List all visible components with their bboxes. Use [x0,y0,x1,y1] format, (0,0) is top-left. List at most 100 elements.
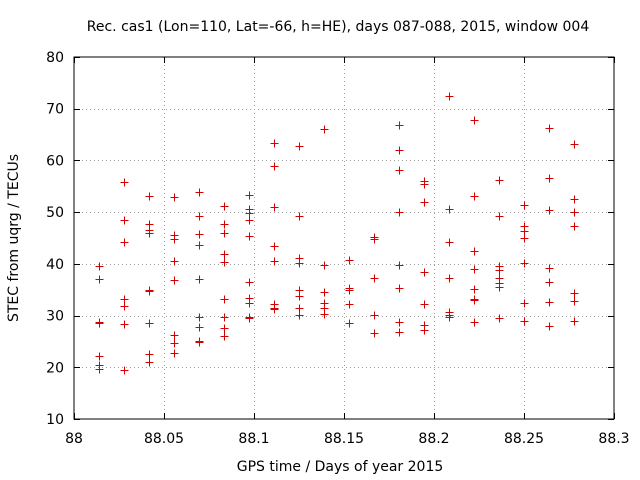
y-tick-label: 40 [46,257,64,273]
data-point [320,288,329,297]
x-tick-label: 88.25 [504,431,544,447]
data-point [545,298,554,307]
data-point [145,358,154,367]
data-point [220,220,229,229]
data-point [495,283,504,292]
data-point [520,259,529,268]
data-point [245,278,254,287]
data-point [420,326,429,335]
data-point [320,125,329,134]
data-point [270,257,279,266]
data-point [195,313,204,322]
data-point [520,299,529,308]
data-point [395,328,404,337]
data-point [170,276,179,285]
data-point [470,318,479,327]
data-point [245,209,254,218]
data-point [570,195,579,204]
data-point [545,124,554,133]
data-point [420,180,429,189]
data-point [195,241,204,250]
data-point [120,295,129,304]
data-point [495,176,504,185]
data-point [270,242,279,251]
data-point [170,331,179,340]
data-point [370,274,379,283]
data-point [545,264,554,273]
data-point [545,322,554,331]
data-point [520,234,529,243]
data-point [195,275,204,284]
data-point [120,320,129,329]
data-point [95,275,104,284]
x-tick-label: 88.15 [324,431,364,447]
data-point [320,310,329,319]
data-point [370,311,379,320]
data-point [570,140,579,149]
data-point [570,317,579,326]
data-point [395,121,404,130]
data-point [270,139,279,148]
y-tick-label: 50 [46,205,64,221]
data-point [95,262,104,271]
data-point [570,208,579,217]
data-point [270,162,279,171]
x-tick-label: 88.2 [418,431,449,447]
data-point [170,257,179,266]
data-point [520,227,529,236]
x-tick-labels: 88 88.05 88.1 88.15 88.2 88.25 88.3 [65,431,630,447]
data-point [120,366,129,375]
data-point [470,116,479,125]
data-point [495,266,504,275]
data-point [220,258,229,267]
data-point [145,319,154,328]
plot-frame [73,56,615,420]
data-point [120,302,129,311]
data-point [245,232,254,241]
data-point [370,329,379,338]
x-tick-label: 88.1 [238,431,269,447]
data-point [145,287,154,296]
data-point [145,192,154,201]
data-point [195,338,204,347]
data-point [295,311,304,320]
data-point [545,206,554,215]
data-point [95,365,104,374]
y-tick-label: 10 [46,412,64,428]
data-point [170,349,179,358]
y-tick-label: 70 [46,102,64,118]
data-point [245,299,254,308]
x-tick-label: 88 [65,431,83,447]
data-point [420,268,429,277]
data-point [345,256,354,265]
data-point [320,261,329,270]
y-tick-label: 20 [46,360,64,376]
data-point [495,314,504,323]
data-point [495,212,504,221]
data-point [470,285,479,294]
data-point [220,313,229,322]
data-point [545,174,554,183]
data-point [420,198,429,207]
data-point [370,235,379,244]
data-point [570,297,579,306]
data-point [120,216,129,225]
chart-title: Rec. cas1 (Lon=110, Lat=-66, h=HE), days… [87,19,590,35]
y-axis-label: STEC from uqrg / TECUs [6,154,22,322]
data-point [220,250,229,259]
data-point [170,193,179,202]
data-point [270,203,279,212]
data-point [395,318,404,327]
data-point [295,304,304,313]
data-point [295,212,304,221]
data-point [170,339,179,348]
data-point [95,319,104,328]
data-point [270,305,279,314]
data-points [95,92,579,375]
data-point [420,300,429,309]
data-point [520,201,529,210]
data-point [220,295,229,304]
data-point [520,317,529,326]
data-point [220,332,229,341]
